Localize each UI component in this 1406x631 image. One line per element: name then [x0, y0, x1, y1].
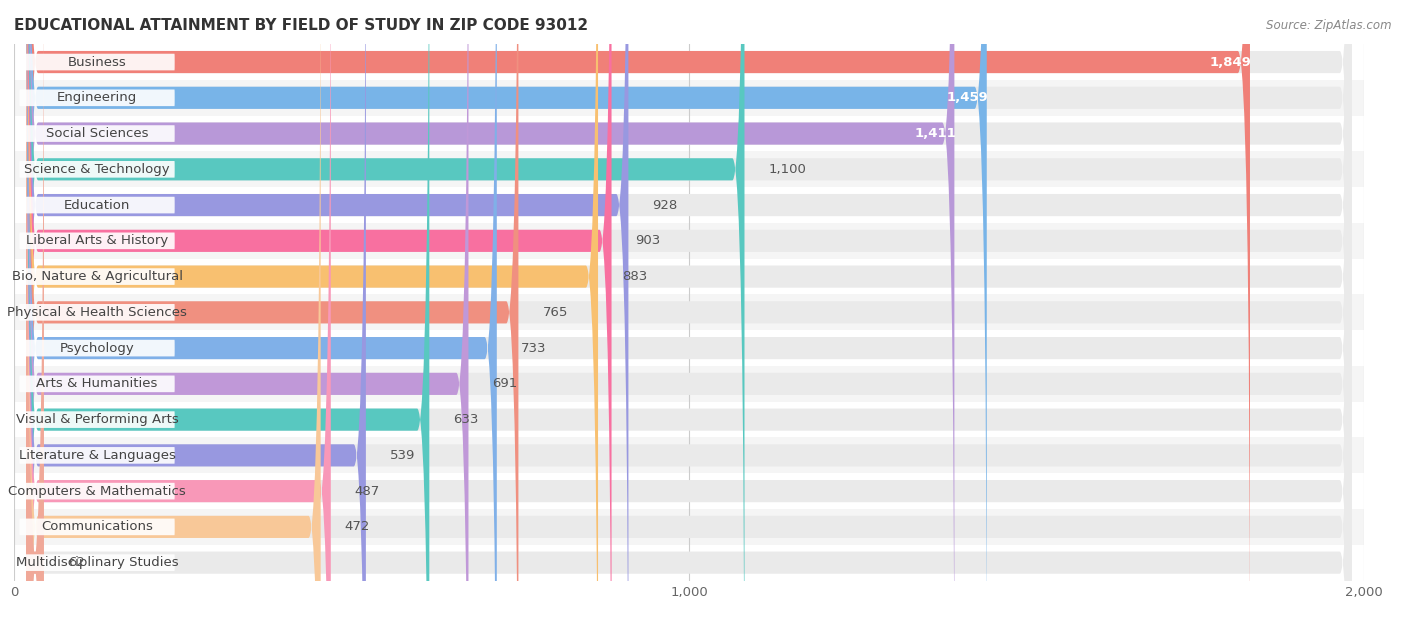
FancyBboxPatch shape: [25, 0, 628, 631]
Text: Computers & Mathematics: Computers & Mathematics: [8, 485, 186, 498]
FancyBboxPatch shape: [25, 0, 1353, 631]
Text: 903: 903: [636, 234, 661, 247]
FancyBboxPatch shape: [25, 0, 955, 631]
Bar: [14, 545, 1364, 581]
Text: 472: 472: [344, 521, 370, 533]
FancyBboxPatch shape: [25, 0, 1353, 631]
Bar: [14, 223, 1364, 259]
Bar: [14, 44, 1364, 80]
FancyBboxPatch shape: [25, 0, 1353, 631]
Text: Business: Business: [67, 56, 127, 69]
FancyBboxPatch shape: [25, 0, 330, 631]
FancyBboxPatch shape: [25, 0, 1353, 631]
Text: Literature & Languages: Literature & Languages: [18, 449, 176, 462]
Text: Liberal Arts & History: Liberal Arts & History: [25, 234, 169, 247]
Bar: [14, 330, 1364, 366]
FancyBboxPatch shape: [25, 0, 1353, 631]
Text: Arts & Humanities: Arts & Humanities: [37, 377, 157, 391]
FancyBboxPatch shape: [20, 197, 174, 213]
Text: EDUCATIONAL ATTAINMENT BY FIELD OF STUDY IN ZIP CODE 93012: EDUCATIONAL ATTAINMENT BY FIELD OF STUDY…: [14, 18, 588, 33]
Text: 539: 539: [389, 449, 415, 462]
Text: 1,411: 1,411: [914, 127, 956, 140]
Bar: [14, 259, 1364, 295]
Bar: [14, 80, 1364, 115]
FancyBboxPatch shape: [20, 339, 174, 357]
FancyBboxPatch shape: [25, 0, 366, 631]
FancyBboxPatch shape: [25, 0, 1353, 631]
FancyBboxPatch shape: [20, 232, 174, 249]
Bar: [14, 402, 1364, 437]
FancyBboxPatch shape: [20, 304, 174, 321]
Bar: [14, 366, 1364, 402]
Text: 733: 733: [520, 341, 547, 355]
FancyBboxPatch shape: [20, 161, 174, 178]
Text: Communications: Communications: [41, 521, 153, 533]
Text: Education: Education: [63, 199, 131, 211]
FancyBboxPatch shape: [25, 0, 1353, 631]
Bar: [14, 295, 1364, 330]
Text: 691: 691: [492, 377, 517, 391]
Text: 928: 928: [652, 199, 678, 211]
Text: 1,849: 1,849: [1211, 56, 1251, 69]
FancyBboxPatch shape: [20, 483, 174, 500]
Text: Social Sciences: Social Sciences: [46, 127, 148, 140]
FancyBboxPatch shape: [25, 0, 496, 631]
FancyBboxPatch shape: [25, 0, 987, 631]
FancyBboxPatch shape: [25, 0, 1250, 631]
FancyBboxPatch shape: [20, 54, 174, 71]
Text: 487: 487: [354, 485, 380, 498]
Text: Engineering: Engineering: [58, 91, 138, 104]
FancyBboxPatch shape: [25, 0, 598, 631]
FancyBboxPatch shape: [25, 0, 429, 631]
FancyBboxPatch shape: [25, 0, 1353, 631]
FancyBboxPatch shape: [25, 0, 321, 631]
FancyBboxPatch shape: [25, 0, 44, 631]
FancyBboxPatch shape: [25, 0, 1353, 631]
Text: Source: ZipAtlas.com: Source: ZipAtlas.com: [1267, 19, 1392, 32]
Bar: [14, 187, 1364, 223]
Text: Visual & Performing Arts: Visual & Performing Arts: [15, 413, 179, 426]
Bar: [14, 151, 1364, 187]
FancyBboxPatch shape: [20, 268, 174, 285]
Bar: [14, 115, 1364, 151]
Text: Physical & Health Sciences: Physical & Health Sciences: [7, 306, 187, 319]
Text: 1,100: 1,100: [769, 163, 807, 176]
Bar: [14, 509, 1364, 545]
FancyBboxPatch shape: [25, 0, 468, 631]
FancyBboxPatch shape: [25, 0, 1353, 631]
Text: 765: 765: [543, 306, 568, 319]
Text: Bio, Nature & Agricultural: Bio, Nature & Agricultural: [11, 270, 183, 283]
Bar: [14, 473, 1364, 509]
Text: 883: 883: [621, 270, 647, 283]
Text: Multidisciplinary Studies: Multidisciplinary Studies: [15, 556, 179, 569]
Bar: [14, 437, 1364, 473]
Text: 633: 633: [453, 413, 479, 426]
FancyBboxPatch shape: [20, 125, 174, 142]
Text: Science & Technology: Science & Technology: [24, 163, 170, 176]
Text: 1,459: 1,459: [946, 91, 988, 104]
FancyBboxPatch shape: [25, 0, 1353, 631]
FancyBboxPatch shape: [25, 0, 519, 631]
FancyBboxPatch shape: [20, 411, 174, 428]
FancyBboxPatch shape: [20, 447, 174, 464]
FancyBboxPatch shape: [20, 90, 174, 106]
Text: Psychology: Psychology: [59, 341, 135, 355]
FancyBboxPatch shape: [25, 0, 1353, 631]
FancyBboxPatch shape: [20, 519, 174, 535]
Text: 62: 62: [67, 556, 84, 569]
FancyBboxPatch shape: [25, 0, 1353, 631]
FancyBboxPatch shape: [25, 0, 1353, 631]
FancyBboxPatch shape: [20, 554, 174, 571]
FancyBboxPatch shape: [25, 0, 745, 631]
FancyBboxPatch shape: [25, 0, 1353, 631]
FancyBboxPatch shape: [25, 0, 612, 631]
FancyBboxPatch shape: [20, 375, 174, 392]
